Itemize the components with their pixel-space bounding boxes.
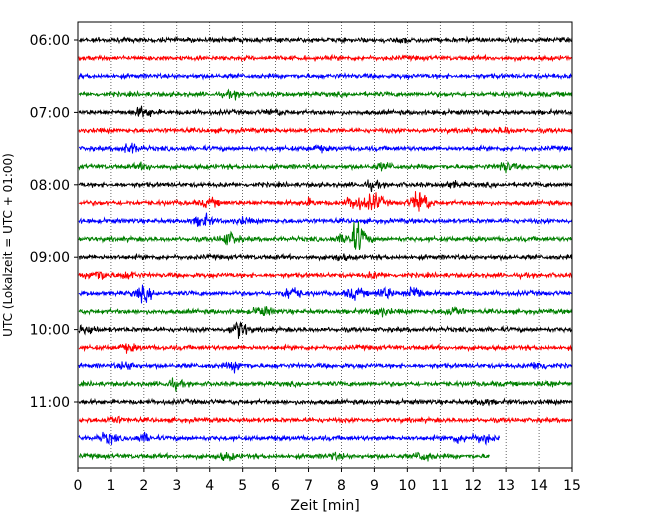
seismogram-trace <box>78 179 573 193</box>
seismogram-trace <box>78 397 573 407</box>
y-tick-label: 08:00 <box>30 178 70 194</box>
trace-group <box>78 35 573 462</box>
x-axis: 0 1 2 3 4 5 6 7 8 9 10 11 12 13 14 15 <box>74 468 581 494</box>
seismogram-trace <box>78 221 573 250</box>
seismogram-trace <box>78 88 573 101</box>
seismogram-trace <box>78 321 573 339</box>
x-tick-label: 12 <box>464 478 482 494</box>
seismogram-trace <box>78 270 573 281</box>
seismogram-trace <box>78 191 573 212</box>
seismogram-trace <box>78 306 573 318</box>
seismogram-trace <box>78 377 573 392</box>
seismogram-trace <box>78 451 490 462</box>
x-tick-label: 3 <box>172 478 181 494</box>
seismogram-trace <box>78 35 573 45</box>
seismogram-trace <box>78 105 573 118</box>
x-tick-label: 2 <box>139 478 148 494</box>
x-tick-label: 1 <box>106 478 115 494</box>
x-tick-label: 7 <box>304 478 313 494</box>
seismogram-trace <box>78 212 573 227</box>
y-tick-label: 10:00 <box>30 323 70 339</box>
plot-frame <box>77 21 573 469</box>
seismogram-trace <box>78 431 500 446</box>
seismogram-trace <box>78 160 573 174</box>
x-tick-label: 9 <box>370 478 379 494</box>
seismogram-trace <box>78 361 573 374</box>
y-tick-label: 11:00 <box>30 395 70 411</box>
seismogram-trace <box>78 71 573 81</box>
x-tick-label: 13 <box>497 478 515 494</box>
x-tick-label: 0 <box>74 478 83 494</box>
seismogram-trace <box>78 415 573 425</box>
x-tick-label: 14 <box>530 478 548 494</box>
seismogram-trace <box>78 284 573 304</box>
seismogram-trace <box>78 142 573 154</box>
seismogram-trace <box>78 126 573 136</box>
x-tick-label: 11 <box>431 478 449 494</box>
y-tick-label: 09:00 <box>30 250 70 266</box>
y-tick-label: 06:00 <box>30 33 70 49</box>
x-tick-label: 5 <box>238 478 247 494</box>
x-tick-label: 6 <box>271 478 280 494</box>
x-tick-label: 4 <box>205 478 214 494</box>
seismogram-trace <box>78 252 573 262</box>
seismogram-trace <box>78 53 573 63</box>
x-tick-label: 8 <box>337 478 346 494</box>
y-axis: 06:00 07:00 08:00 09:00 10:00 11:00 <box>30 33 78 411</box>
seismogram-trace <box>78 343 573 354</box>
y-axis-label: UTC (Lokalzeit = UTC + 01:00) <box>1 153 15 337</box>
y-tick-label: 07:00 <box>30 105 70 121</box>
x-tick-label: 15 <box>563 478 581 494</box>
x-axis-label: Zeit [min] <box>290 498 359 514</box>
x-tick-label: 10 <box>398 478 416 494</box>
